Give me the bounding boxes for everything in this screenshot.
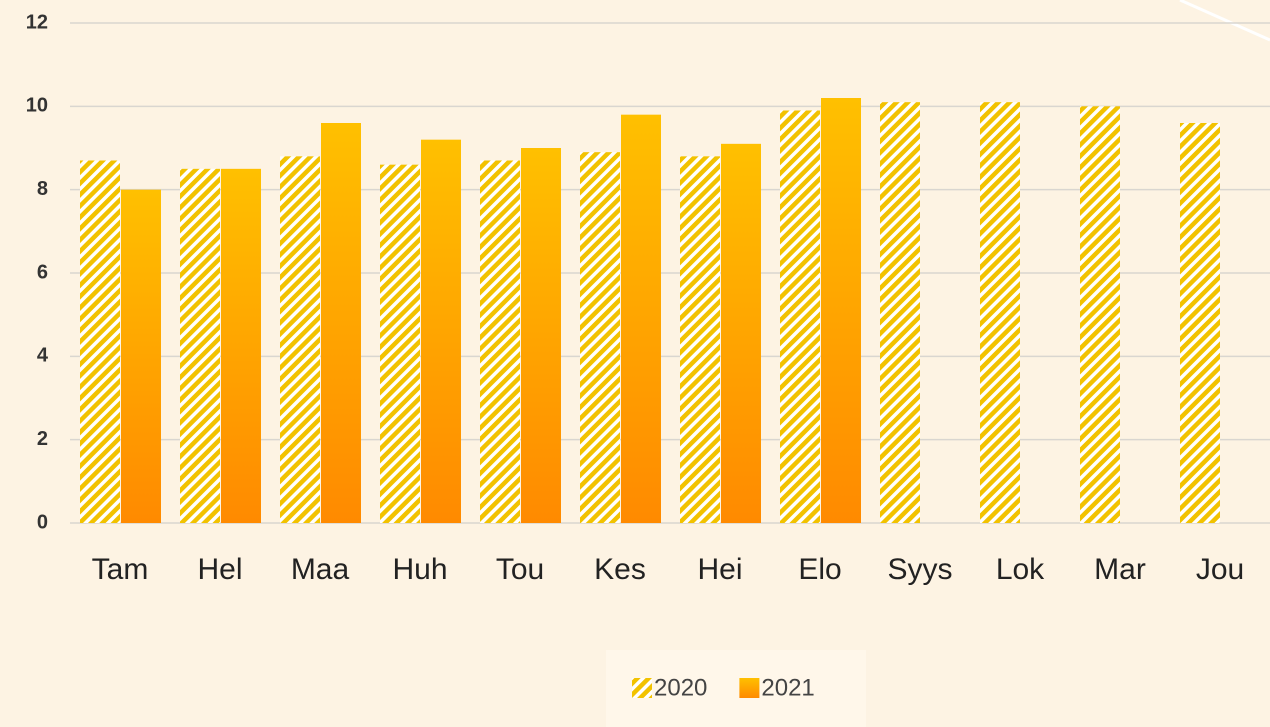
legend-label: 2021 <box>761 674 814 701</box>
y-tick-label: 2 <box>37 428 48 450</box>
x-tick-label: Hel <box>197 553 242 586</box>
y-tick-label: 10 <box>26 95 48 117</box>
bar <box>521 148 561 523</box>
bar <box>121 189 161 523</box>
x-tick-label: Maa <box>291 553 350 586</box>
bar <box>380 164 420 523</box>
legend-label: 2020 <box>654 674 707 701</box>
bar <box>321 123 361 523</box>
bar <box>580 152 620 523</box>
bar <box>780 110 820 523</box>
bar <box>1180 123 1220 523</box>
x-tick-label: Lok <box>996 553 1045 586</box>
bar <box>721 143 761 524</box>
bar <box>680 156 720 524</box>
y-tick-label: 6 <box>37 261 48 283</box>
decoration <box>1179 0 1270 42</box>
x-tick-label: Jou <box>1196 553 1244 586</box>
y-tick-label: 12 <box>26 11 48 33</box>
bar <box>180 168 220 524</box>
bar <box>821 98 861 523</box>
bar <box>480 160 520 523</box>
y-tick-label: 0 <box>37 511 48 533</box>
bar <box>280 156 320 524</box>
x-tick-label: Kes <box>594 553 646 586</box>
x-tick-label: Syys <box>887 553 952 586</box>
legend-swatch <box>632 678 652 698</box>
y-tick-label: 8 <box>37 178 48 200</box>
bar <box>980 102 1020 524</box>
bar <box>80 160 120 523</box>
bar <box>1080 106 1120 523</box>
bar <box>621 114 661 524</box>
x-tick-label: Elo <box>798 553 841 586</box>
x-tick-label: Huh <box>392 553 447 586</box>
bar <box>880 102 920 524</box>
bar <box>421 139 461 523</box>
x-tick-label: Tou <box>496 553 544 586</box>
x-tick-label: Hei <box>697 553 742 586</box>
y-tick-label: 4 <box>37 345 49 367</box>
legend-swatch <box>739 678 760 698</box>
bar <box>221 168 261 524</box>
x-tick-label: Tam <box>92 553 149 586</box>
x-tick-label: Mar <box>1094 553 1146 586</box>
